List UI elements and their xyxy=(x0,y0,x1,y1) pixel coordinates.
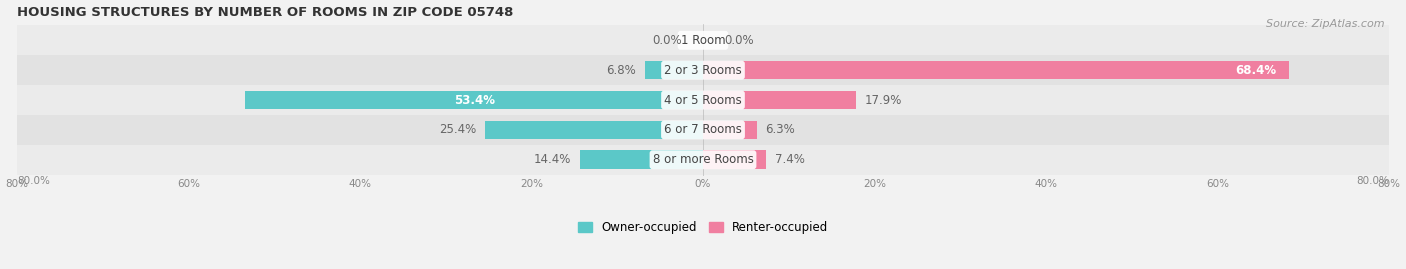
Bar xyxy=(703,150,766,169)
Text: 0.0%: 0.0% xyxy=(724,34,754,47)
Bar xyxy=(485,121,703,139)
Bar xyxy=(17,55,1389,85)
Text: 8 or more Rooms: 8 or more Rooms xyxy=(652,153,754,166)
Text: 80.0%: 80.0% xyxy=(17,176,51,186)
Bar xyxy=(17,85,1389,115)
Text: 7.4%: 7.4% xyxy=(775,153,804,166)
Bar xyxy=(645,61,703,79)
Text: 25.4%: 25.4% xyxy=(440,123,477,136)
Text: 4 or 5 Rooms: 4 or 5 Rooms xyxy=(664,94,742,107)
Bar xyxy=(703,91,856,109)
Text: Source: ZipAtlas.com: Source: ZipAtlas.com xyxy=(1267,19,1385,29)
Text: 1 Room: 1 Room xyxy=(681,34,725,47)
Text: 2 or 3 Rooms: 2 or 3 Rooms xyxy=(664,64,742,77)
Bar xyxy=(17,145,1389,175)
Bar xyxy=(703,121,756,139)
Text: 68.4%: 68.4% xyxy=(1236,64,1277,77)
Bar xyxy=(245,91,703,109)
Text: 80.0%: 80.0% xyxy=(1355,176,1389,186)
Bar xyxy=(703,61,1289,79)
Text: 6 or 7 Rooms: 6 or 7 Rooms xyxy=(664,123,742,136)
Bar xyxy=(579,150,703,169)
Text: 6.8%: 6.8% xyxy=(606,64,636,77)
Legend: Owner-occupied, Renter-occupied: Owner-occupied, Renter-occupied xyxy=(572,216,834,239)
Text: 0.0%: 0.0% xyxy=(652,34,682,47)
Text: 14.4%: 14.4% xyxy=(534,153,571,166)
Text: 6.3%: 6.3% xyxy=(766,123,796,136)
Bar xyxy=(17,25,1389,55)
Text: HOUSING STRUCTURES BY NUMBER OF ROOMS IN ZIP CODE 05748: HOUSING STRUCTURES BY NUMBER OF ROOMS IN… xyxy=(17,6,513,19)
Bar xyxy=(17,115,1389,145)
Text: 17.9%: 17.9% xyxy=(865,94,903,107)
Text: 53.4%: 53.4% xyxy=(454,94,495,107)
